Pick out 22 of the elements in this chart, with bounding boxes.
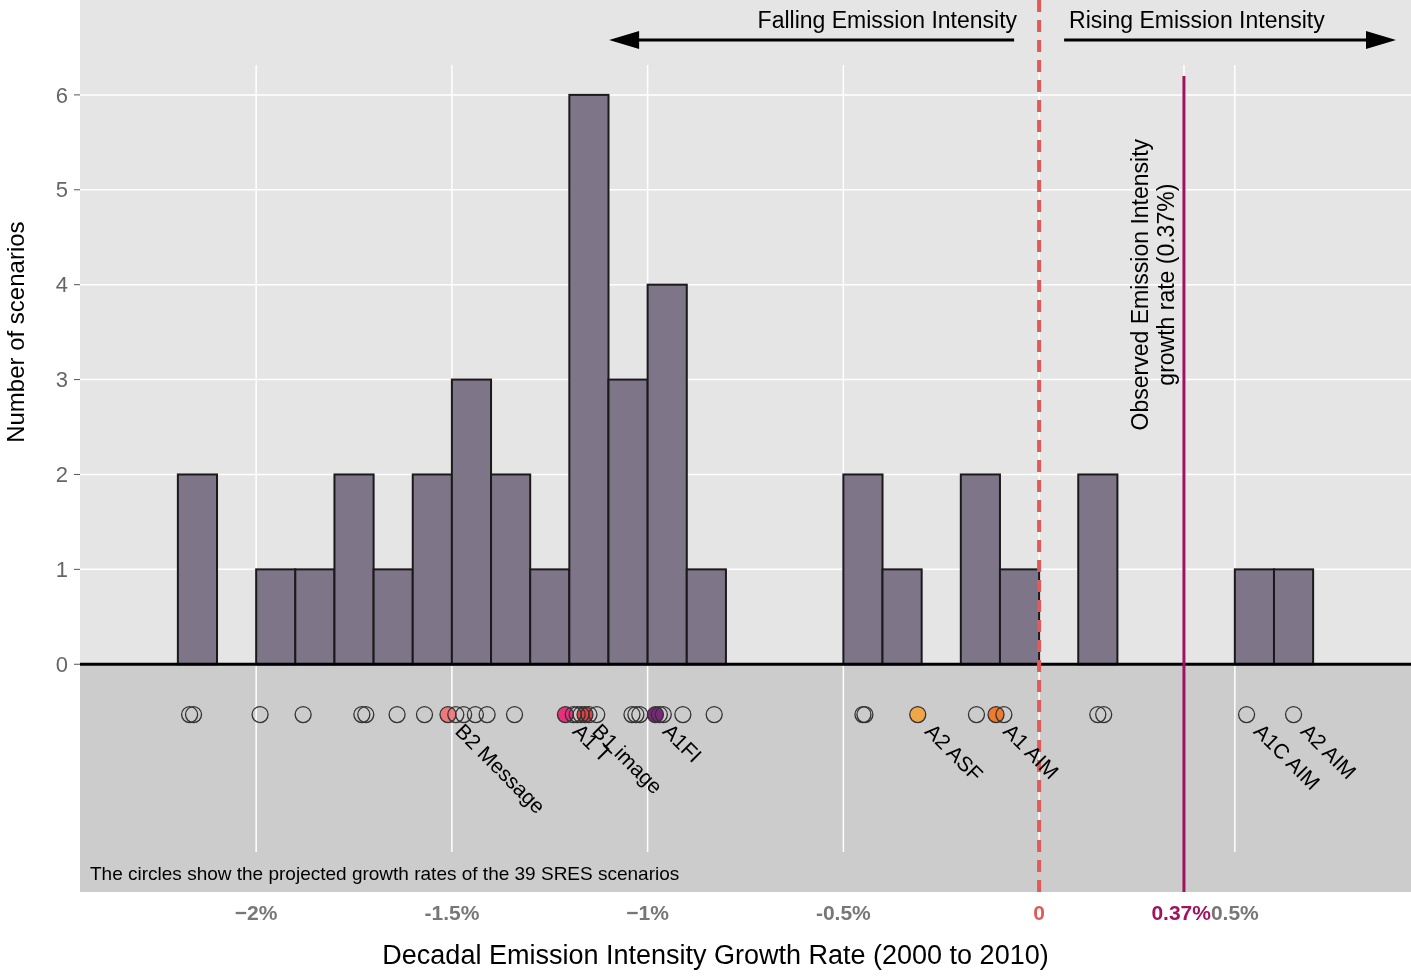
x-tick-label: -0.5% xyxy=(815,901,872,924)
y-tick-label: 1 xyxy=(55,557,68,583)
annotation: A2 ASF xyxy=(920,719,988,786)
y-tick-label: 6 xyxy=(55,82,68,108)
y-axis-title: Number of scenarios xyxy=(2,221,29,443)
ref-line-label: Observed Emission Intensity growth rate (0.37%) xyxy=(1126,138,1179,431)
y-tick-label: 0 xyxy=(55,651,68,677)
x-tick-label: −2% xyxy=(234,901,278,924)
x-tick-label: 0 xyxy=(1033,901,1045,924)
annotation: Rising Emission Intensity xyxy=(1069,7,1326,33)
x-tick-label: -1.5% xyxy=(424,901,480,924)
annotation: Falling Emission Intensity xyxy=(757,7,1018,33)
x-tick-label: 0.5% xyxy=(1210,901,1260,924)
x-tick-label: 0.37% xyxy=(1151,901,1212,924)
annotation: The circles show the projected growth rates of the 39 SRES scenarios xyxy=(90,863,680,884)
y-tick-label: 2 xyxy=(55,462,68,488)
y-tick-label: 5 xyxy=(55,177,68,203)
x-axis-title: Decadal Emission Intensity Growth Rate (2000 to 2010) xyxy=(382,940,1049,970)
y-tick-label: 3 xyxy=(55,367,68,393)
annotation: A1 AIM xyxy=(999,719,1064,784)
x-tick-label: −1% xyxy=(626,901,670,924)
y-tick-label: 4 xyxy=(55,272,68,298)
